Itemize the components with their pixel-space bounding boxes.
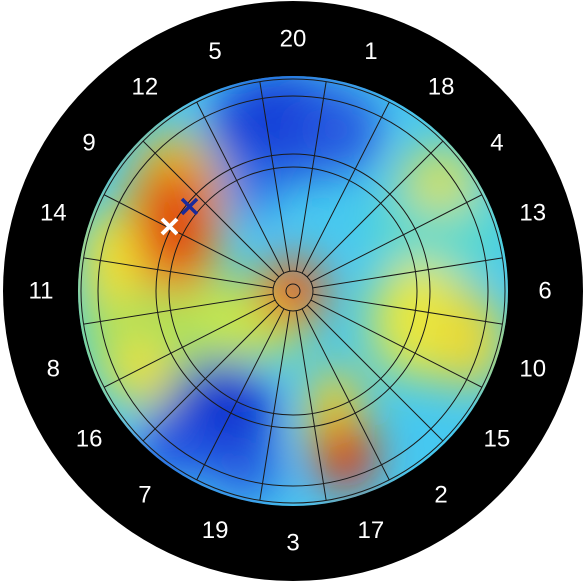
sector-number: 2	[434, 481, 447, 508]
sector-number: 13	[519, 200, 546, 227]
wire-spoke	[142, 140, 280, 278]
board-wires	[80, 78, 506, 504]
sector-number: 17	[358, 517, 385, 544]
sector-number: 20	[280, 26, 307, 53]
sector-number: 6	[538, 278, 551, 305]
wire-spoke	[306, 140, 444, 278]
wire-spoke	[196, 101, 285, 274]
wire-spoke	[83, 293, 274, 325]
sector-number: 16	[76, 426, 103, 453]
wire-spoke	[103, 194, 276, 283]
wire-spoke	[259, 310, 291, 501]
wire-ring	[97, 95, 489, 487]
wire-spoke	[295, 310, 327, 501]
sector-number: 1	[364, 38, 377, 65]
sector-number: 4	[490, 129, 503, 156]
white-cross-marker	[160, 217, 179, 236]
sector-numbers: 20 1 18 4 13 6 10 15 2 17 3 19 7 16 8 11 14 9 12 5	[29, 26, 552, 557]
sector-number: 12	[132, 74, 159, 101]
wire-spoke	[301, 308, 390, 481]
wire-spoke	[103, 299, 276, 388]
wire-spoke	[310, 299, 483, 388]
wire-spoke	[196, 308, 285, 481]
wire-spoke	[312, 293, 503, 325]
sector-number: 14	[40, 200, 67, 227]
wire-spoke	[301, 101, 390, 274]
sector-number: 15	[484, 426, 511, 453]
sector-number: 18	[428, 74, 455, 101]
blue-cross-marker	[180, 197, 199, 216]
sector-number: 7	[138, 481, 151, 508]
sector-number: 10	[519, 355, 546, 382]
wire-ring	[168, 166, 418, 416]
sector-number: 9	[82, 129, 95, 156]
wire-spoke	[83, 257, 274, 289]
wire-spoke	[306, 304, 444, 442]
wire-ring	[155, 153, 431, 429]
sector-number: 11	[29, 278, 54, 305]
wire-spoke	[310, 194, 483, 283]
wire-spoke	[312, 257, 503, 289]
wire-ring	[80, 78, 506, 504]
wire-ring	[285, 283, 301, 299]
wire-spoke	[295, 81, 327, 272]
sector-number: 5	[208, 38, 221, 65]
sector-number: 19	[202, 517, 229, 544]
sector-number: 8	[47, 355, 60, 382]
sector-number: 3	[286, 530, 299, 557]
wire-ring	[272, 270, 314, 312]
wire-spoke	[259, 81, 291, 272]
wire-spoke	[142, 304, 280, 442]
